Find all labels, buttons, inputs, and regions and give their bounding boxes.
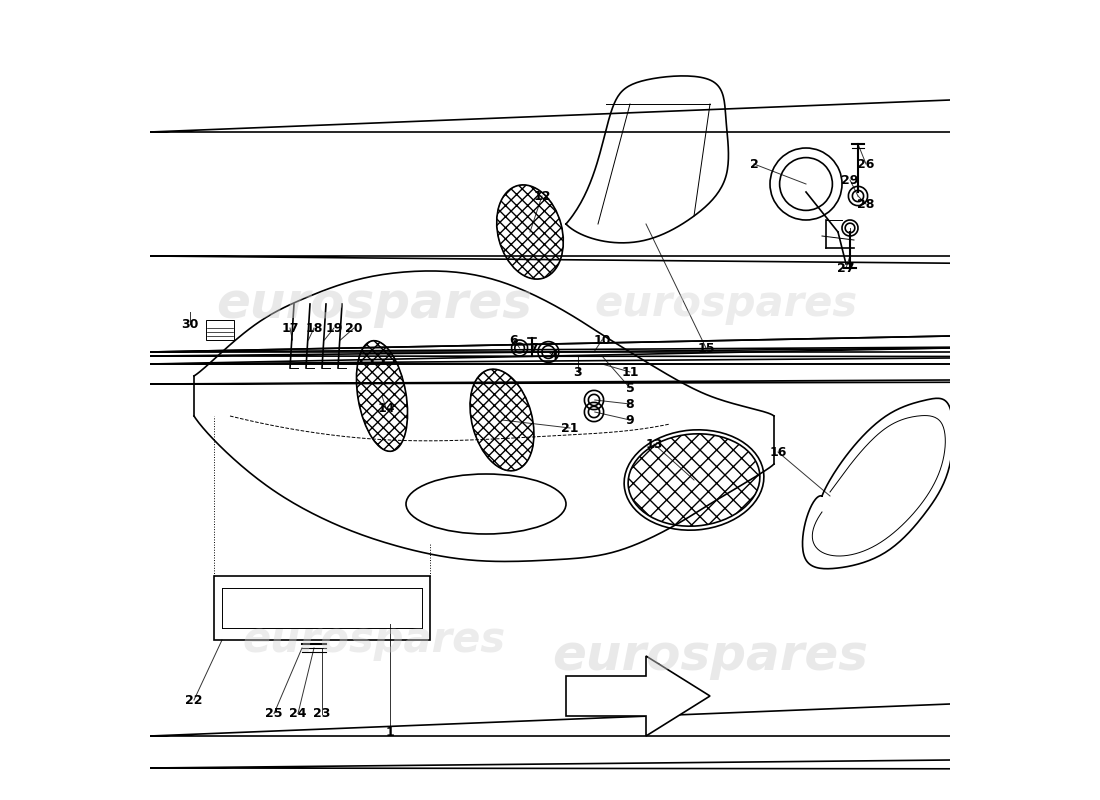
- Text: 8: 8: [626, 398, 635, 410]
- Text: 12: 12: [534, 190, 551, 202]
- Text: 22: 22: [185, 694, 202, 706]
- Text: 10: 10: [593, 334, 611, 346]
- Text: 27: 27: [837, 262, 855, 274]
- Text: 26: 26: [857, 158, 874, 170]
- Text: 16: 16: [769, 446, 786, 458]
- Text: 25: 25: [265, 707, 283, 720]
- Text: 21: 21: [561, 422, 579, 434]
- Text: 14: 14: [377, 402, 395, 414]
- Text: eurospares: eurospares: [242, 619, 506, 661]
- Text: 18: 18: [306, 322, 322, 334]
- Bar: [206, 320, 234, 340]
- Text: 6: 6: [509, 334, 518, 346]
- Text: 19: 19: [326, 322, 343, 334]
- Text: 24: 24: [289, 707, 307, 720]
- Text: eurospares: eurospares: [594, 283, 858, 325]
- Text: 28: 28: [857, 198, 874, 210]
- Text: 17: 17: [282, 322, 299, 334]
- Text: eurospares: eurospares: [216, 280, 532, 328]
- Text: 9: 9: [626, 414, 635, 426]
- Text: 20: 20: [345, 322, 363, 334]
- Text: 3: 3: [574, 366, 582, 378]
- Text: 29: 29: [842, 174, 859, 186]
- Text: eurospares: eurospares: [552, 632, 868, 680]
- Text: 1: 1: [386, 726, 395, 738]
- Text: 11: 11: [621, 366, 639, 378]
- Polygon shape: [566, 656, 710, 736]
- Text: 30: 30: [182, 318, 199, 330]
- Text: 23: 23: [314, 707, 331, 720]
- Text: 5: 5: [626, 382, 635, 394]
- Text: 13: 13: [646, 438, 662, 450]
- Text: 15: 15: [697, 342, 715, 354]
- Text: 7: 7: [529, 342, 538, 354]
- Text: 4: 4: [550, 350, 559, 362]
- Text: 2: 2: [749, 158, 758, 170]
